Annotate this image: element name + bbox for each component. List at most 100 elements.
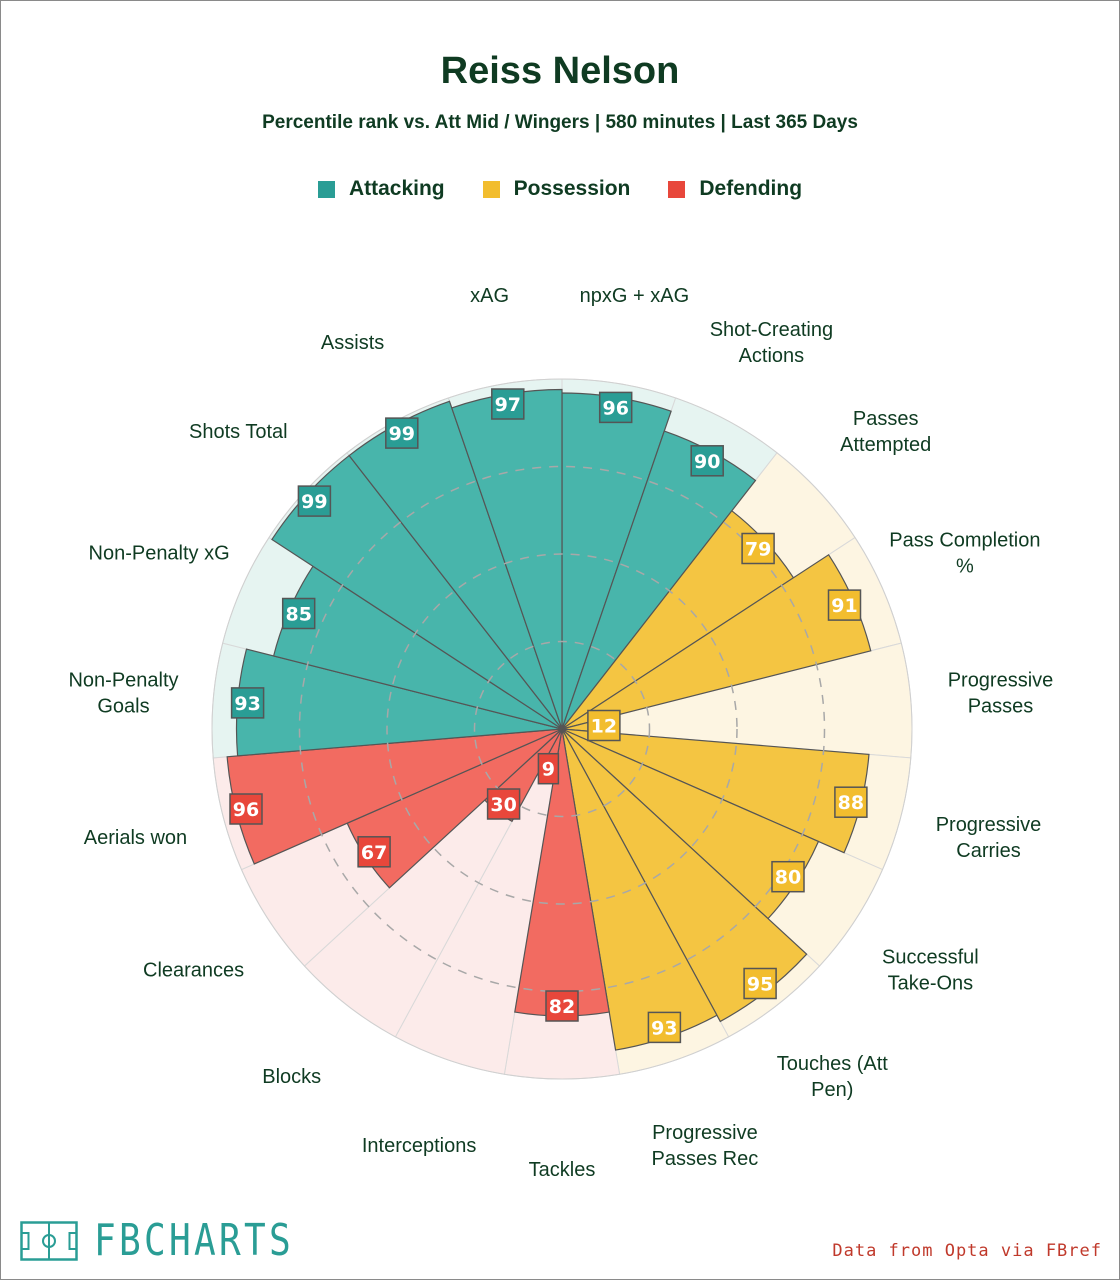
badge-value-non-penalty-goals: 93 (234, 693, 260, 715)
axis-label-interceptions: Interceptions (362, 1135, 477, 1157)
badge-value-blocks: 30 (490, 794, 516, 816)
chart-subtitle: Percentile rank vs. Att Mid / Wingers | … (262, 112, 858, 133)
badge-box-assists (385, 417, 419, 449)
legend-item-attacking: Attacking (317, 177, 445, 201)
axis-label-progressive-passes-rec: Progressive Passes Rec (652, 1122, 759, 1170)
badge-value-progressive-passes: 12 (591, 716, 617, 738)
badge-successful-take-ons: 80 (771, 860, 805, 893)
brand-text: FBCHARTS (94, 1215, 295, 1266)
legend-item-possession: Possession (482, 177, 631, 201)
badge-npxg-xag: 96 (598, 391, 633, 424)
source-note: Data from Opta via FBref (832, 1241, 1102, 1261)
axis-label-assists: Assists (321, 332, 384, 354)
legend-label-defending: Defending (699, 177, 803, 200)
badge-box-xag (491, 388, 525, 420)
axis-label-tackles: Tackles (529, 1159, 596, 1181)
badge-box-touches-att-pen (743, 967, 777, 1000)
badge-value-npxg-xag: 96 (602, 397, 628, 419)
axis-label-aerials-won: Aerials won (84, 827, 187, 849)
brand-logo: FBCHARTS (20, 1215, 338, 1266)
badge-box-progressive-passes (587, 709, 621, 742)
badge-value-interceptions: 9 (542, 759, 555, 781)
value-badges: 96 90 79 91 12 88 80 95 93 82 9 30 67 96 93 85 99 99 97 (229, 388, 868, 1044)
badge-progressive-carries: 88 (834, 786, 868, 818)
legend-swatch-attacking (317, 180, 335, 198)
legend: Attacking Possession Defending (0, 176, 1120, 202)
badge-progressive-passes: 12 (587, 709, 621, 742)
badge-value-xag: 97 (495, 394, 521, 416)
badge-box-progressive-passes-rec (647, 1011, 682, 1044)
badge-value-shot-creating-actions: 90 (694, 451, 720, 473)
axis-label-clearances: Clearances (143, 960, 244, 982)
badge-value-passes-attempted: 79 (745, 539, 771, 561)
axis-label-touches-att-pen: Touches (Att Pen) (777, 1053, 889, 1101)
badge-aerials-won: 96 (229, 793, 263, 825)
badge-value-assists: 99 (389, 423, 415, 445)
badge-box-tackles (545, 990, 579, 1022)
axis-label-pass-completion: Pass Completion% (889, 529, 1040, 577)
badge-value-successful-take-ons: 80 (775, 867, 801, 889)
axis-label-shot-creating-actions: Shot-Creating Actions (710, 319, 833, 367)
axis-label-progressive-passes: Progressive Passes (948, 670, 1054, 718)
value-bars (226, 388, 872, 1051)
chart-title: Reiss Nelson (440, 50, 680, 92)
badge-value-non-penalty-xg: 85 (285, 604, 311, 626)
badge-tackles: 82 (545, 990, 579, 1022)
axis-label-progressive-carries: Progressive Carries (936, 814, 1042, 862)
legend-swatch-possession (482, 180, 500, 198)
axis-label-xag: xAG (470, 285, 509, 307)
grid-ring-50 (386, 553, 738, 905)
badge-value-clearances: 67 (361, 842, 387, 864)
badge-value-shots-total: 99 (301, 491, 327, 513)
badge-value-tackles: 82 (549, 996, 575, 1018)
badge-box-interceptions (537, 752, 560, 785)
axis-label-successful-take-ons: Successful Take-Ons (882, 947, 979, 995)
grid-rings (211, 378, 913, 1080)
badge-value-touches-att-pen: 95 (747, 974, 773, 996)
badge-clearances: 67 (357, 836, 391, 868)
badge-box-blocks (486, 788, 521, 820)
badge-box-non-penalty-goals (230, 687, 265, 719)
badge-box-progressive-carries (834, 786, 868, 818)
badge-box-successful-take-ons (771, 860, 805, 893)
legend-label-attacking: Attacking (348, 177, 445, 200)
axis-label-blocks: Blocks (262, 1066, 321, 1088)
axis-label-non-penalty-goals: Non-Penalty Goals (68, 670, 178, 718)
badge-non-penalty-goals: 93 (230, 687, 265, 719)
pitch-icon (20, 1220, 78, 1261)
badge-passes-attempted: 79 (741, 532, 775, 565)
badge-box-aerials-won (229, 793, 263, 825)
badge-non-penalty-xg: 85 (281, 597, 316, 630)
badge-assists: 99 (385, 417, 419, 449)
legend-label-possession: Possession (513, 177, 631, 200)
legend-item-defending: Defending (668, 177, 802, 201)
outer-ring (211, 378, 913, 1080)
badge-pass-completion: 91 (827, 589, 862, 621)
badge-box-passes-attempted (741, 532, 775, 565)
badge-value-pass-completion: 91 (831, 595, 857, 617)
badge-value-aerials-won: 96 (233, 799, 259, 821)
badge-value-progressive-passes-rec: 93 (651, 1017, 677, 1039)
badge-xag: 97 (491, 388, 525, 420)
badge-touches-att-pen: 95 (743, 967, 777, 1000)
badge-interceptions: 9 (537, 752, 560, 785)
axis-label-non-penalty-xg: Non-Penalty xG (89, 542, 230, 564)
badge-box-shot-creating-actions (690, 445, 724, 477)
badge-value-progressive-carries: 88 (838, 792, 864, 814)
badge-shot-creating-actions: 90 (690, 445, 724, 477)
badge-box-npxg-xag (598, 391, 633, 424)
badge-blocks: 30 (486, 788, 521, 820)
legend-swatch-defending (668, 180, 686, 198)
axis-label-passes-attempted: Passes Attempted (840, 408, 931, 456)
badge-progressive-passes-rec: 93 (647, 1011, 682, 1044)
axis-label-npxg-xag: npxG + xAG (580, 285, 690, 307)
badge-box-clearances (357, 836, 391, 868)
badge-box-non-penalty-xg (281, 597, 316, 630)
badge-box-pass-completion (827, 589, 862, 621)
badge-shots-total: 99 (297, 485, 332, 517)
badge-box-shots-total (297, 485, 332, 517)
axis-label-shots-total: Shots Total (189, 421, 288, 443)
grid-ring-25 (473, 640, 651, 818)
